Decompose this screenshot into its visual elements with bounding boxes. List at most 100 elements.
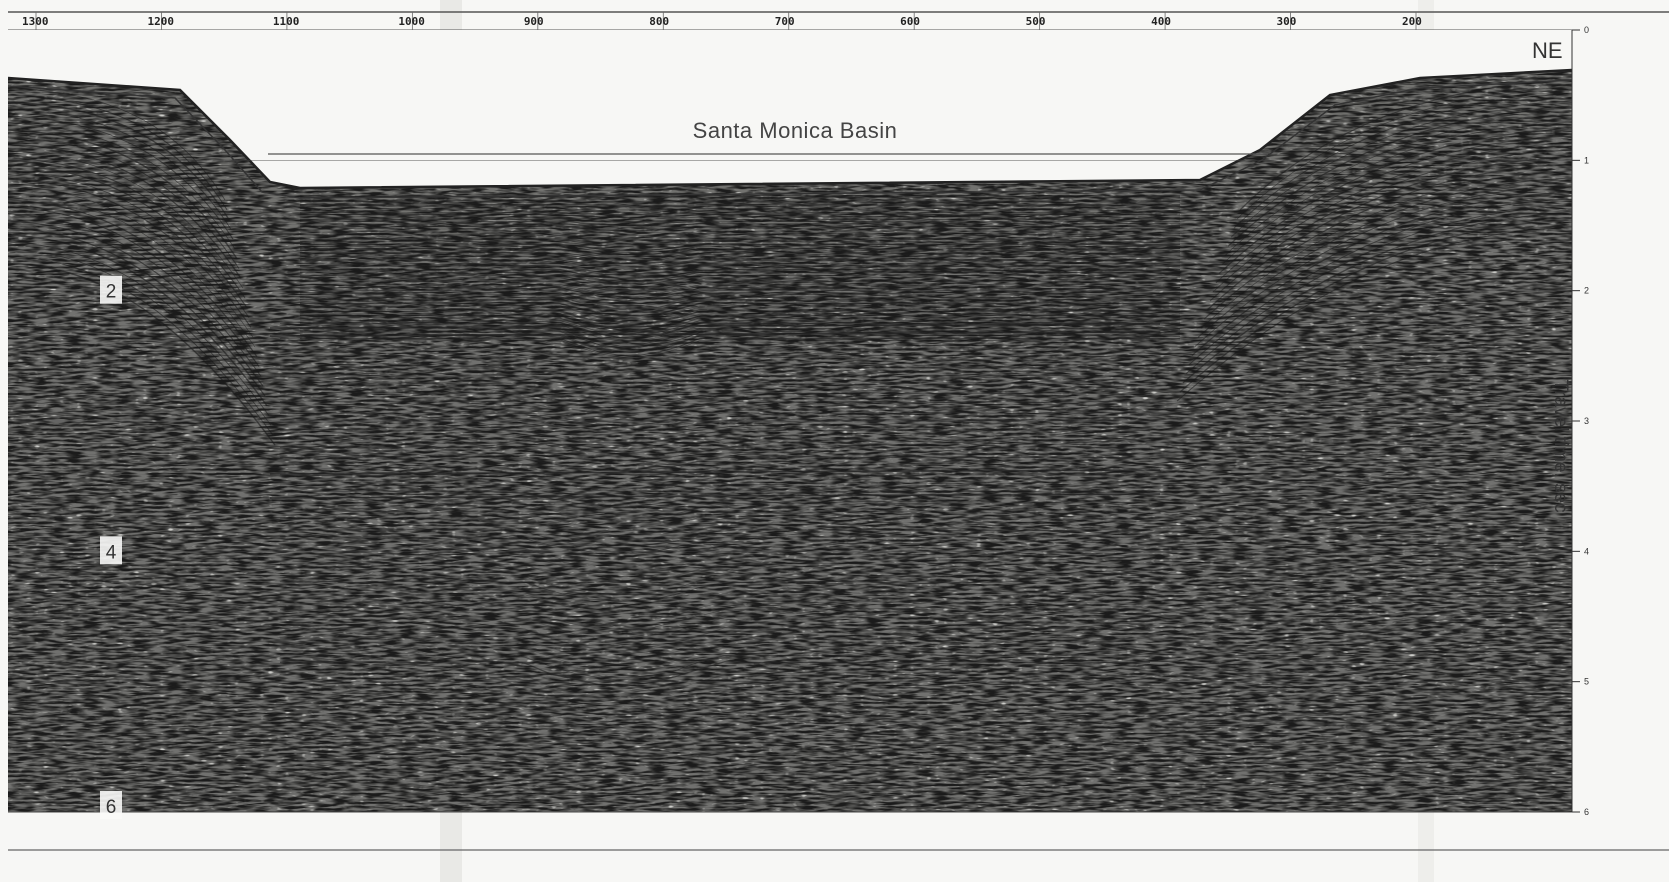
time-axis-ticks: 0 1 2 3 4 5 6	[1572, 25, 1589, 817]
basin-reflector	[299, 258, 1181, 268]
basin-reflector	[299, 324, 1181, 342]
left-slope-reflector	[8, 206, 260, 367]
shotpoint-label: 800	[649, 15, 669, 28]
basin-reflector	[299, 240, 1181, 248]
deep-reflector	[279, 501, 1151, 520]
basin-reflector	[299, 218, 1181, 224]
basin-reflector	[299, 312, 1181, 329]
strong-reflector	[269, 469, 1161, 475]
time-tick-label: 3	[1584, 416, 1589, 426]
time-grid	[8, 159, 1572, 683]
basin-reflector	[299, 276, 1181, 289]
deep-reflector	[279, 455, 1151, 472]
shotpoint-label: 1300	[22, 15, 49, 28]
right-slope-reflector	[1179, 219, 1572, 393]
basin-reflector	[299, 227, 1181, 234]
deep-reflector	[279, 411, 1151, 427]
basin-reflector	[299, 234, 1181, 240]
basin-reflector	[299, 321, 1181, 338]
basin-reflector	[299, 254, 1180, 265]
basin-reflector	[299, 216, 1181, 221]
left-slope-reflector	[8, 129, 238, 260]
right-slope-reflector	[1224, 114, 1572, 256]
deep-reflector	[279, 490, 1151, 508]
basin-reflector	[299, 207, 1181, 211]
time-label-box	[100, 275, 122, 304]
shotpoint-label: 400	[1151, 15, 1171, 28]
basin-reflector	[299, 225, 1181, 232]
deep-reflector	[279, 374, 1151, 388]
basin-reflector	[299, 230, 1181, 237]
basin-reflector	[299, 283, 1181, 296]
time-tick-label: 2	[1584, 286, 1589, 296]
right-slope-reflector	[1182, 212, 1572, 384]
deep-reflector	[279, 347, 1151, 359]
deep-reflector	[279, 446, 1150, 462]
deep-reflector	[279, 516, 1151, 537]
deep-reflector	[279, 511, 1151, 529]
deep-reflector	[279, 484, 1151, 502]
deep-reflector	[279, 608, 1150, 630]
deep-reflector	[279, 438, 1151, 454]
basin-reflector	[299, 328, 1181, 347]
deep-reflector	[279, 535, 1151, 555]
shotpoint-label: 900	[524, 15, 544, 28]
right-slope-reflector	[1176, 226, 1572, 402]
shotpoint-label: 500	[1026, 15, 1046, 28]
right-slope-reflector	[1194, 184, 1572, 347]
basin-reflector	[299, 293, 1181, 307]
seafloor-reflector	[8, 68, 1572, 190]
left-slope-reflector	[8, 185, 254, 338]
basin-reflector	[299, 237, 1181, 244]
left-slope-reflector	[8, 248, 272, 426]
deep-reflector	[279, 654, 1151, 679]
time-axis-title: Travel time, sec	[1550, 379, 1571, 513]
deep-reflector	[279, 616, 1151, 640]
basin-reflector	[299, 299, 1181, 313]
basin-reflector	[299, 298, 1181, 313]
slope-reflectors	[8, 79, 1572, 446]
basin-reflector	[299, 213, 1181, 218]
basin-reflector	[299, 319, 1181, 336]
direction-label: NE	[1532, 38, 1563, 63]
basin-reflector	[299, 305, 1180, 321]
deep-reflector	[279, 466, 1151, 483]
shotpoint-label: 1200	[147, 15, 174, 28]
right-slope-reflector	[1218, 128, 1572, 275]
right-slope-reflector	[1209, 149, 1572, 302]
deep-reflector	[279, 645, 1151, 671]
left-slope-reflector	[8, 262, 276, 446]
deep-reflector	[280, 528, 1151, 549]
shotpoint-label: 1000	[398, 15, 425, 28]
left-slope-reflector	[8, 241, 270, 416]
right-slope-reflector	[1221, 121, 1572, 265]
right-slope-reflector	[1236, 86, 1572, 220]
deep-reflector	[279, 354, 1151, 367]
basin-reflector	[299, 200, 1181, 204]
left-time-label: 4	[106, 542, 117, 563]
deep-reflector	[279, 601, 1151, 624]
strong-reflector	[269, 331, 1161, 337]
left-slope-reflector	[8, 255, 274, 436]
basin-reflector	[300, 253, 1181, 262]
seismic-section	[8, 30, 1572, 812]
strong-reflector	[269, 493, 1161, 499]
deep-reflector	[279, 561, 1151, 583]
basin-reflector	[299, 220, 1181, 225]
deep-reflector	[279, 592, 1151, 614]
left-slope-reflector	[8, 192, 256, 348]
basin-reflector	[299, 271, 1181, 283]
basin-reflector	[299, 278, 1181, 291]
deep-reflector	[279, 428, 1151, 444]
shotpoint-label: 200	[1402, 15, 1422, 28]
basin-reflectors	[269, 194, 1181, 698]
basin-label: Santa Monica Basin	[692, 118, 898, 143]
basin-reflector	[299, 232, 1181, 239]
left-slope-reflector	[8, 157, 246, 299]
basin-reflector	[299, 238, 1181, 246]
time-tick-label: 1	[1584, 155, 1589, 165]
left-slope-reflector	[8, 227, 266, 397]
deep-reflector	[279, 337, 1151, 348]
deep-reflector	[279, 580, 1151, 602]
left-slope-reflector	[8, 220, 264, 387]
